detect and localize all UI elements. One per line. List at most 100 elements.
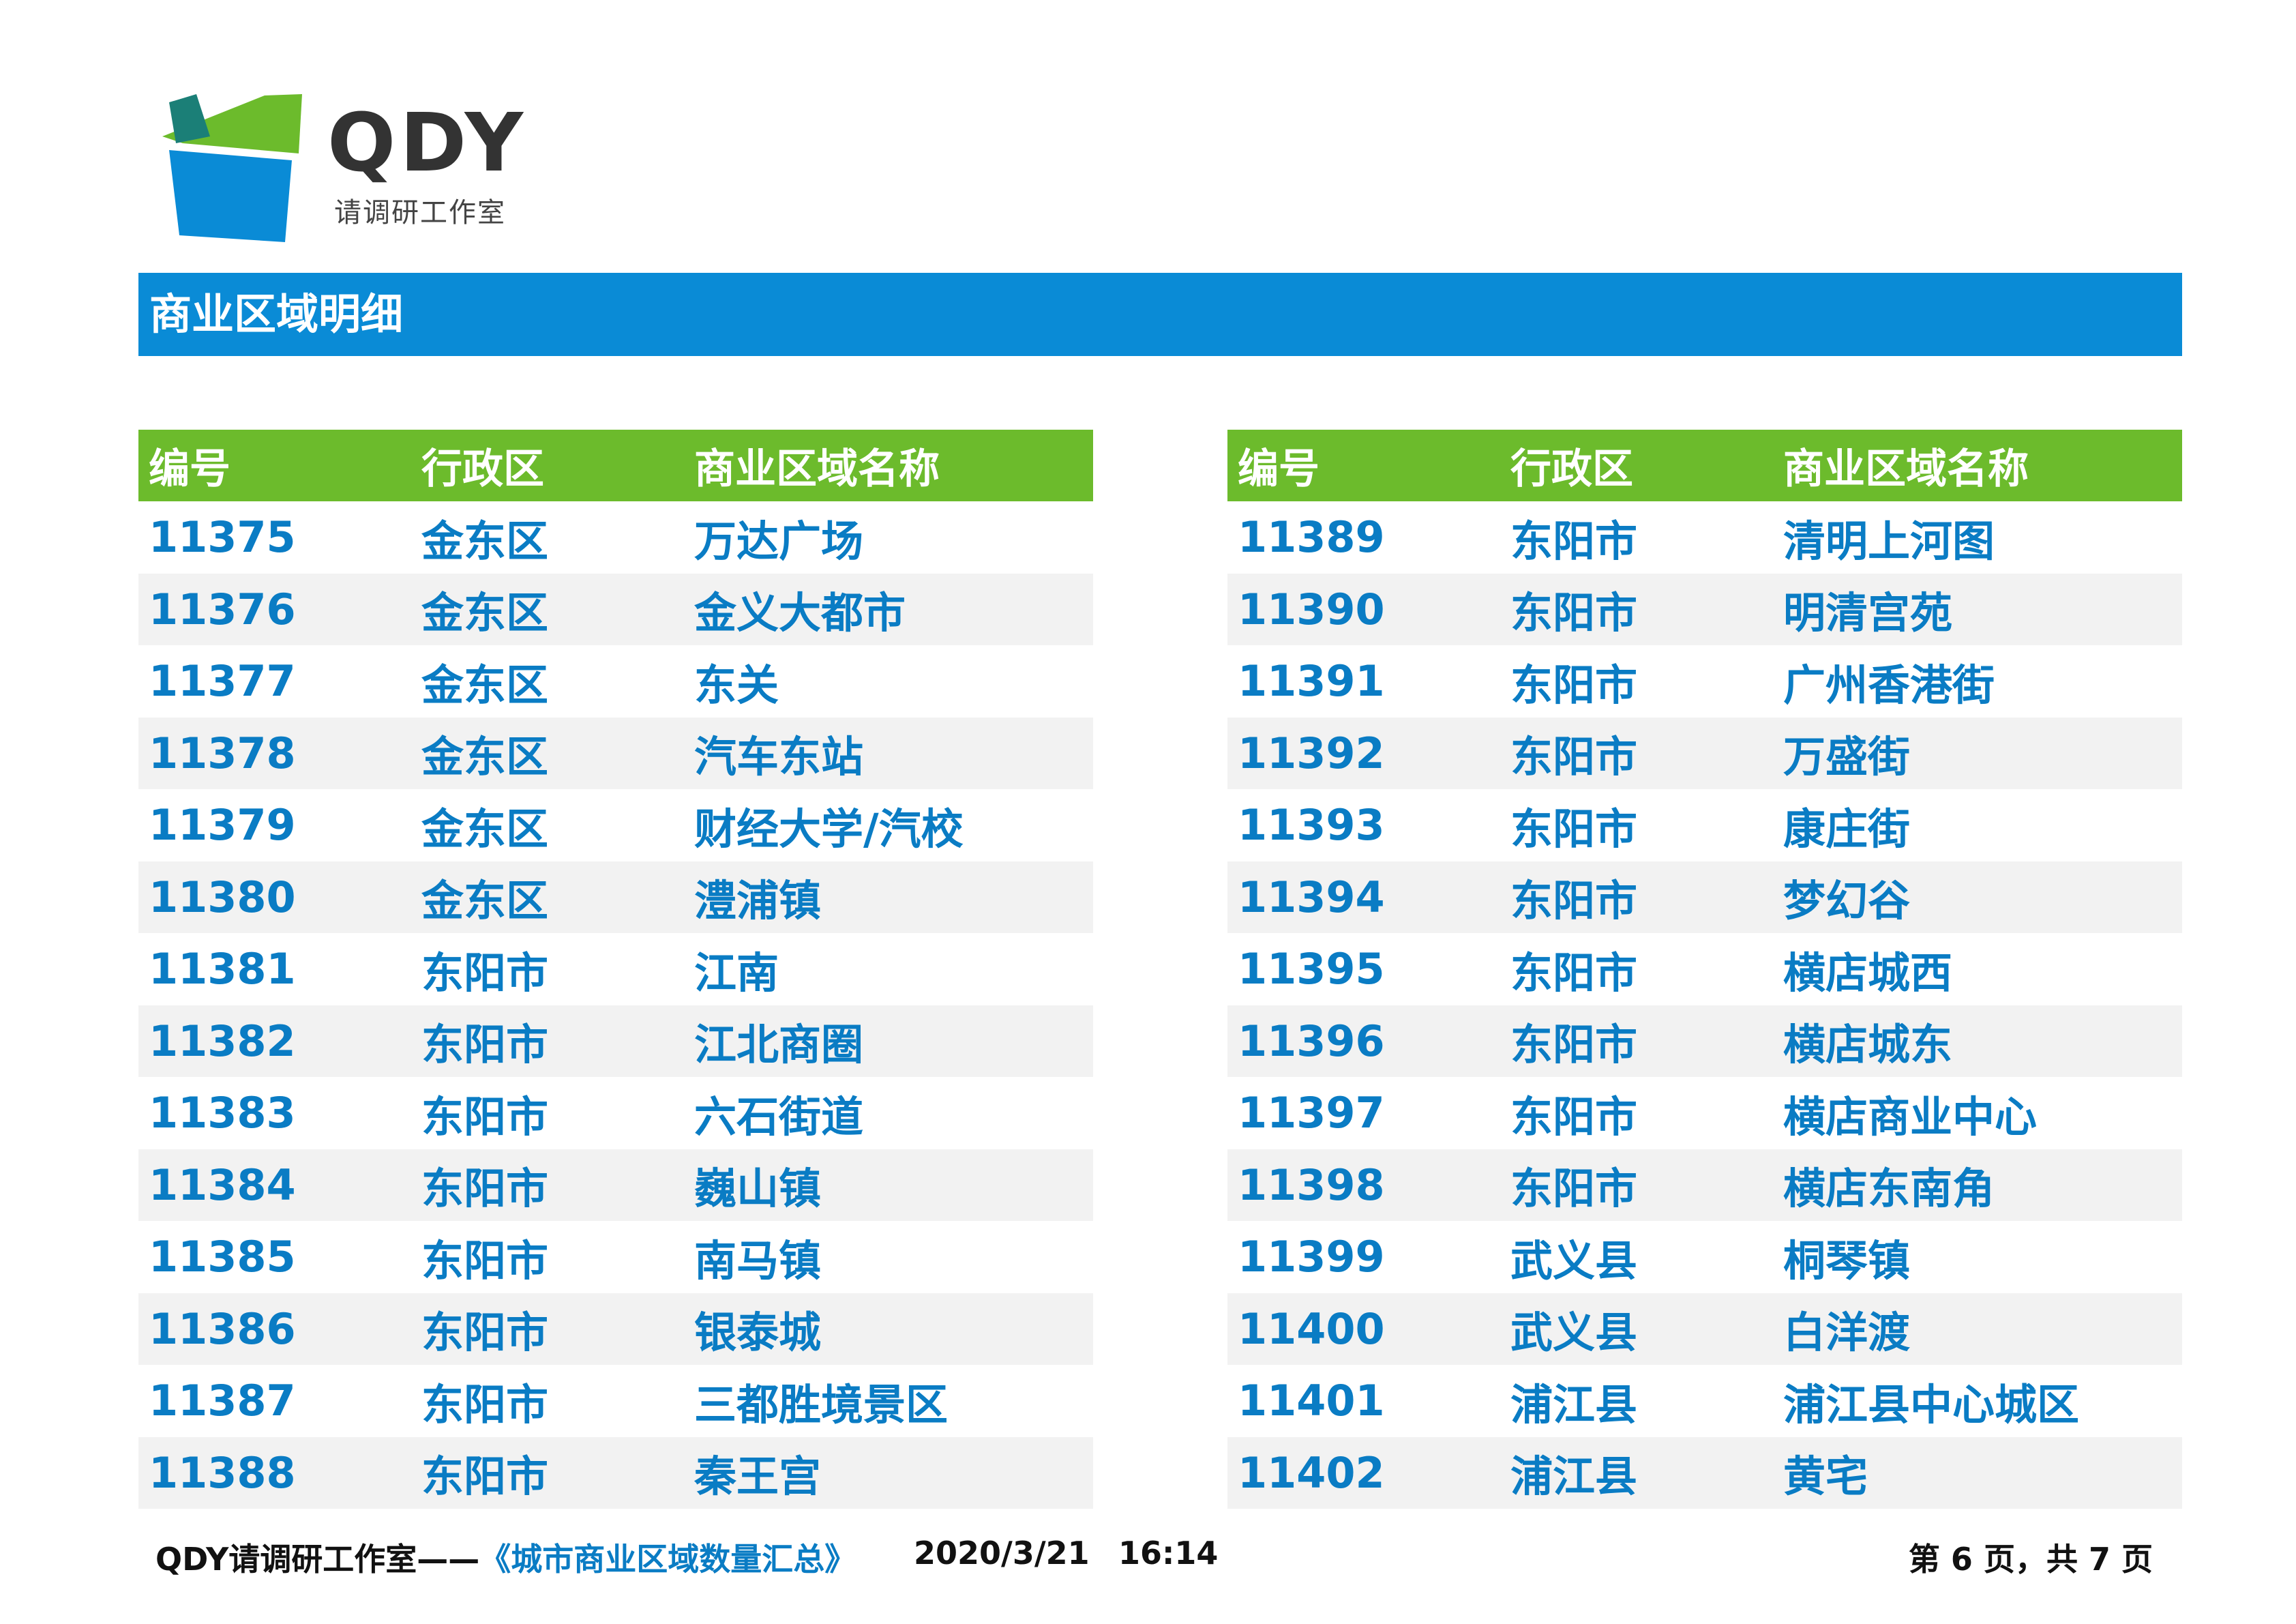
table-row: 11395 东阳市 横店城西 — [1227, 933, 2182, 1005]
cell-area-name: 桐琴镇 — [1783, 1235, 1911, 1286]
table-row: 11401 浦江县 浦江县中心城区 — [1227, 1365, 2182, 1437]
footer-doc-title: 《城市商业区域数量汇总》 — [479, 1541, 856, 1578]
table-row: 11388 东阳市 秦王宫 — [138, 1436, 1093, 1509]
footer-date: 2020/3/21 — [914, 1535, 1090, 1571]
cell-area-name: 横店城西 — [1783, 947, 1953, 998]
cell-id: 11397 — [1238, 1088, 1385, 1138]
cell-id: 11390 — [1238, 584, 1385, 634]
cell-area-name: 江北商圈 — [694, 1020, 864, 1070]
cell-area-name: 万盛街 — [1783, 732, 1911, 782]
table-row: 11382 东阳市 江北商圈 — [138, 1005, 1093, 1077]
table-row: 11394 东阳市 梦幻谷 — [1227, 861, 2182, 933]
cell-id: 11395 — [1238, 944, 1385, 994]
cell-district: 武义县 — [1510, 1235, 1638, 1286]
right-table-body: 11389 东阳市 清明上河图 11390 东阳市 明清宫苑 11391 东阳市 广州香港街 11… — [1227, 501, 2182, 1509]
cell-id: 11398 — [1238, 1160, 1385, 1210]
table-row: 11378 金东区 汽车东站 — [138, 717, 1093, 789]
table-row: 11397 东阳市 横店商业中心 — [1227, 1077, 2182, 1149]
cell-id: 11399 — [1238, 1232, 1385, 1282]
cell-id: 11402 — [1238, 1447, 1385, 1498]
cell-area-name: 横店城东 — [1783, 1020, 1953, 1070]
cell-id: 11384 — [149, 1160, 296, 1210]
footer-time: 16:14 — [1118, 1535, 1219, 1571]
cell-district: 东阳市 — [1510, 1164, 1638, 1214]
table-row: 11379 金东区 财经大学/汽校 — [138, 789, 1093, 861]
cell-district: 东阳市 — [1510, 1020, 1638, 1070]
table-row: 11384 东阳市 巍山镇 — [138, 1149, 1093, 1221]
cell-area-name: 康庄街 — [1783, 803, 1911, 854]
cell-area-name: 清明上河图 — [1783, 516, 1995, 566]
cell-id: 11378 — [149, 728, 296, 778]
cell-id: 11380 — [149, 872, 296, 922]
cell-id: 11394 — [1238, 872, 1385, 922]
footer-page-info: 第 6 页，共 7 页 — [1908, 1541, 2153, 1578]
cell-id: 11383 — [149, 1088, 296, 1138]
cell-district: 东阳市 — [421, 1164, 549, 1214]
cell-area-name: 广州香港街 — [1783, 660, 1995, 710]
table-header: 编号 行政区 商业区域名称 — [1227, 430, 2182, 501]
cell-area-name: 秦王宫 — [694, 1451, 822, 1502]
cell-area-name: 财经大学/汽校 — [694, 803, 964, 854]
table-row: 11389 东阳市 清明上河图 — [1227, 501, 2182, 574]
table-row: 11398 东阳市 横店东南角 — [1227, 1149, 2182, 1221]
right-table: 编号 行政区 商业区域名称 11389 东阳市 清明上河图 11390 东阳市 明清宫苑 1… — [1227, 430, 2182, 1509]
cell-id: 11392 — [1238, 728, 1385, 778]
cell-id: 11377 — [149, 656, 296, 707]
cell-district: 东阳市 — [421, 947, 549, 998]
table-row: 11399 武义县 桐琴镇 — [1227, 1221, 2182, 1293]
table-row: 11380 金东区 澧浦镇 — [138, 861, 1093, 933]
cell-area-name: 黄宅 — [1783, 1451, 1868, 1502]
cell-district: 东阳市 — [421, 1235, 549, 1286]
table-row: 11402 浦江县 黄宅 — [1227, 1436, 2182, 1509]
cell-district: 东阳市 — [421, 1451, 549, 1502]
cell-district: 金东区 — [421, 732, 549, 782]
cell-id: 11382 — [149, 1016, 296, 1066]
cell-area-name: 六石街道 — [694, 1091, 864, 1142]
cell-district: 金东区 — [421, 516, 549, 566]
cell-district: 金东区 — [421, 660, 549, 710]
table-row: 11375 金东区 万达广场 — [138, 501, 1093, 574]
column-header-area-name: 商业区域名称 — [694, 445, 940, 493]
cell-district: 东阳市 — [1510, 732, 1638, 782]
cell-district: 武义县 — [1510, 1308, 1638, 1358]
cell-district: 东阳市 — [1510, 588, 1638, 638]
cell-id: 11401 — [1238, 1376, 1385, 1426]
cell-district: 浦江县 — [1510, 1379, 1638, 1430]
cell-area-name: 东关 — [694, 660, 779, 710]
cell-district: 金东区 — [421, 803, 549, 854]
cell-id: 11391 — [1238, 656, 1385, 707]
cell-id: 11387 — [149, 1376, 296, 1426]
column-header-id: 编号 — [1238, 445, 1320, 493]
footer-left: QDY请调研工作室——《城市商业区域数量汇总》 — [155, 1535, 856, 1580]
table-row: 11387 东阳市 三都胜境景区 — [138, 1365, 1093, 1437]
cell-id: 11385 — [149, 1232, 296, 1282]
column-header-area-name: 商业区域名称 — [1783, 445, 2029, 493]
cell-district: 东阳市 — [1510, 947, 1638, 998]
table-row: 11385 东阳市 南马镇 — [138, 1221, 1093, 1293]
table-row: 11383 东阳市 六石街道 — [138, 1077, 1093, 1149]
cell-district: 东阳市 — [1510, 803, 1638, 854]
cell-id: 11376 — [149, 584, 296, 634]
column-header-id: 编号 — [149, 445, 230, 493]
logo-subtitle: 请调研工作室 — [334, 197, 506, 228]
cell-area-name: 梦幻谷 — [1783, 876, 1911, 926]
table-row: 11377 金东区 东关 — [138, 645, 1093, 718]
table-row: 11376 金东区 金义大都市 — [138, 573, 1093, 645]
table-row: 11393 东阳市 康庄街 — [1227, 789, 2182, 861]
logo: QDY 请调研工作室 — [155, 89, 537, 246]
logo-mark-icon — [162, 94, 302, 242]
cell-district: 东阳市 — [421, 1379, 549, 1430]
cell-area-name: 江南 — [694, 947, 779, 998]
cell-id: 11386 — [149, 1303, 296, 1354]
cell-id: 11388 — [149, 1447, 296, 1498]
logo-text: QDY — [327, 95, 528, 190]
cell-id: 11381 — [149, 944, 296, 994]
cell-area-name: 澧浦镇 — [694, 876, 822, 926]
column-header-district: 行政区 — [421, 445, 544, 493]
cell-area-name: 浦江县中心城区 — [1783, 1379, 2080, 1430]
cell-area-name: 巍山镇 — [694, 1164, 822, 1214]
footer-studio: QDY请调研工作室—— — [155, 1541, 480, 1578]
cell-area-name: 明清宫苑 — [1783, 588, 1953, 638]
cell-district: 金东区 — [421, 876, 549, 926]
cell-area-name: 南马镇 — [694, 1235, 822, 1286]
